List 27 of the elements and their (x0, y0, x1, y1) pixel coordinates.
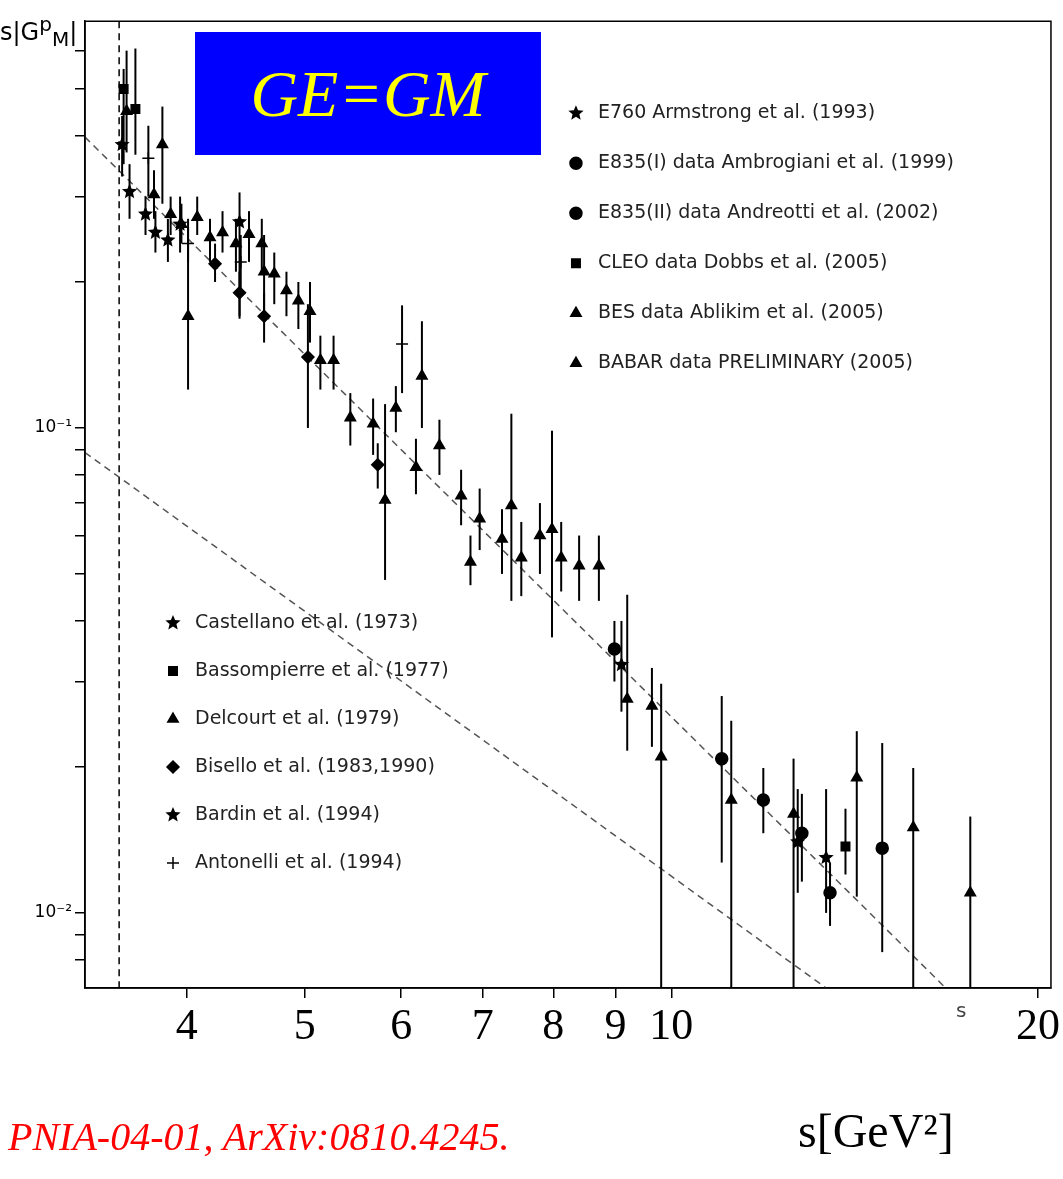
x-tick-label: 10 (649, 999, 694, 1049)
legend-label: Bardin et al. (1994) (195, 801, 380, 824)
y-tick-label: 10⁻² (34, 901, 72, 922)
legend-label: E835(I) data Ambrogiani et al. (1999) (597, 150, 954, 173)
x-tick-label: 20 (1015, 999, 1060, 1049)
legend-label: Bisello et al. (1983,1990) (195, 753, 435, 776)
text: PNIA-04-01, ArXiv:0810.4245. (8, 1113, 510, 1160)
legend-label: BABAR data PRELIMINARY (2005) (597, 350, 913, 373)
y-axis-title: s|G$^{p}$$_{M}$| (0, 12, 78, 51)
x-tick-label: 8 (542, 999, 565, 1049)
text: GE=GM (195, 32, 541, 155)
legend-label: CLEO data Dobbs et al. (2005) (597, 250, 888, 273)
text: s (956, 998, 967, 1022)
legend-label: Delcourt et al. (1979) (195, 705, 400, 728)
x-tick-label: 9 (604, 999, 627, 1049)
x-tick-label: 6 (390, 999, 413, 1049)
legend-label: E835(II) data Andreotti et al. (2002) (597, 200, 939, 223)
legend-label: Antonelli et al. (1994) (195, 849, 403, 872)
y-tick-label: 10⁻¹ (34, 416, 72, 437)
legend-label: Bassompierre et al. (1977) (195, 657, 449, 680)
legend-label: Castellano et al. (1973) (195, 609, 419, 632)
legend-label: BES data Ablikim et al. (2005) (597, 300, 884, 323)
x-tick-label: 4 (175, 999, 198, 1049)
x-tick-label: 5 (293, 999, 316, 1049)
x-axis-title: s[GeV²] (798, 1103, 954, 1158)
x-tick-label: 7 (471, 999, 494, 1049)
legend-label: E760 Armstrong et al. (1993) (597, 100, 876, 123)
